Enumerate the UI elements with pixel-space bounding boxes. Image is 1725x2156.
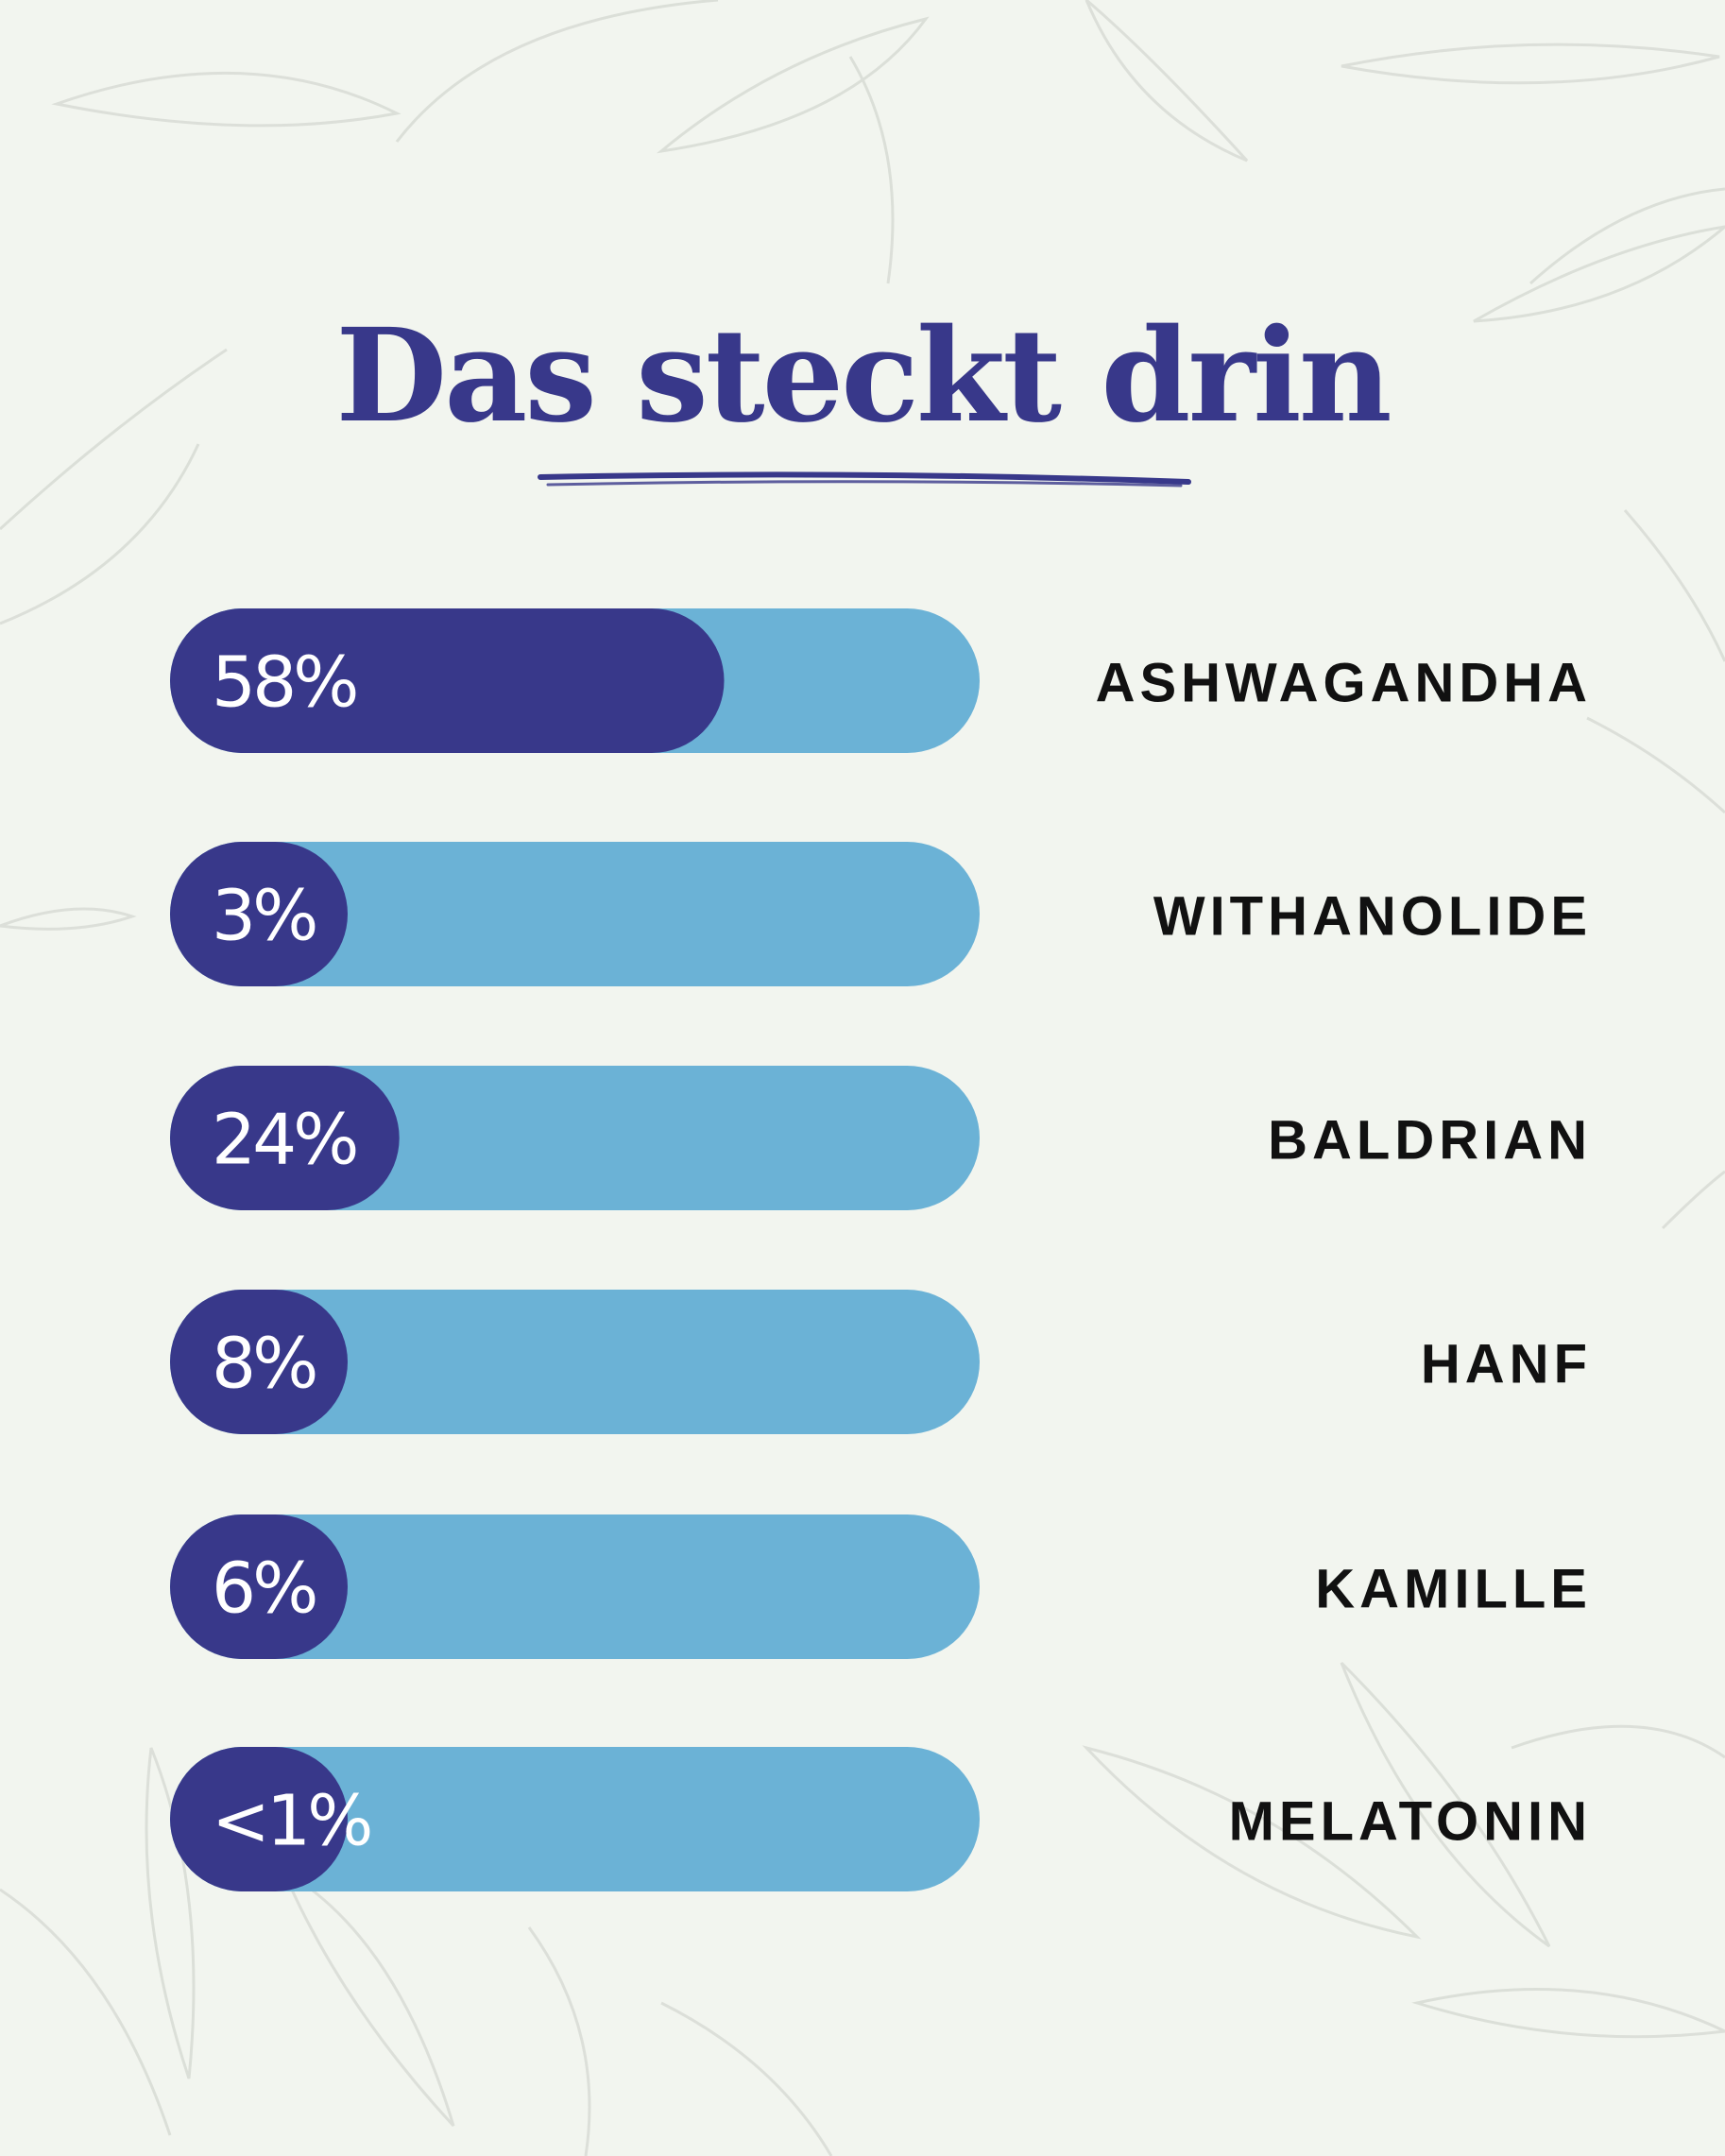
category-label: MELATONIN: [1229, 1791, 1592, 1853]
category-label: WITHANOLIDE: [1153, 886, 1592, 948]
bar-value-label: 8%: [212, 1324, 316, 1405]
category-label: HANF: [1421, 1334, 1592, 1395]
bar-fill: [170, 1290, 348, 1434]
bar-row: 8% HANF: [170, 1290, 1592, 1434]
bar-value-label: 24%: [212, 1100, 356, 1181]
bar-track: [170, 1514, 980, 1659]
bar-value-label: 3%: [212, 876, 316, 957]
bar-track: [170, 1290, 980, 1434]
bar-fill: [170, 1066, 400, 1210]
bar-row: 6% KAMILLE: [170, 1514, 1592, 1659]
bar-fill: [170, 1747, 348, 1891]
bar-row: <1% MELATONIN: [170, 1747, 1592, 1891]
bar-track: [170, 842, 980, 986]
bar-row: 3% WITHANOLIDE: [170, 842, 1592, 986]
bar-value-label: 58%: [212, 642, 356, 724]
bar-value-label: <1%: [212, 1781, 370, 1862]
bar-row: 58% ASHWAGANDHA: [170, 608, 1592, 753]
bar-fill: [170, 608, 725, 753]
title-underline-decoration: [538, 471, 1191, 488]
bar-value-label: 6%: [212, 1549, 316, 1630]
category-label: BALDRIAN: [1268, 1110, 1592, 1172]
page-title: Das steckt drin: [335, 300, 1392, 452]
category-label: KAMILLE: [1315, 1559, 1592, 1620]
bar-fill: [170, 1514, 348, 1659]
category-label: ASHWAGANDHA: [1096, 653, 1592, 714]
bar-track: [170, 1747, 980, 1891]
bar-fill: [170, 842, 348, 986]
bar-row: 24% BALDRIAN: [170, 1066, 1592, 1210]
